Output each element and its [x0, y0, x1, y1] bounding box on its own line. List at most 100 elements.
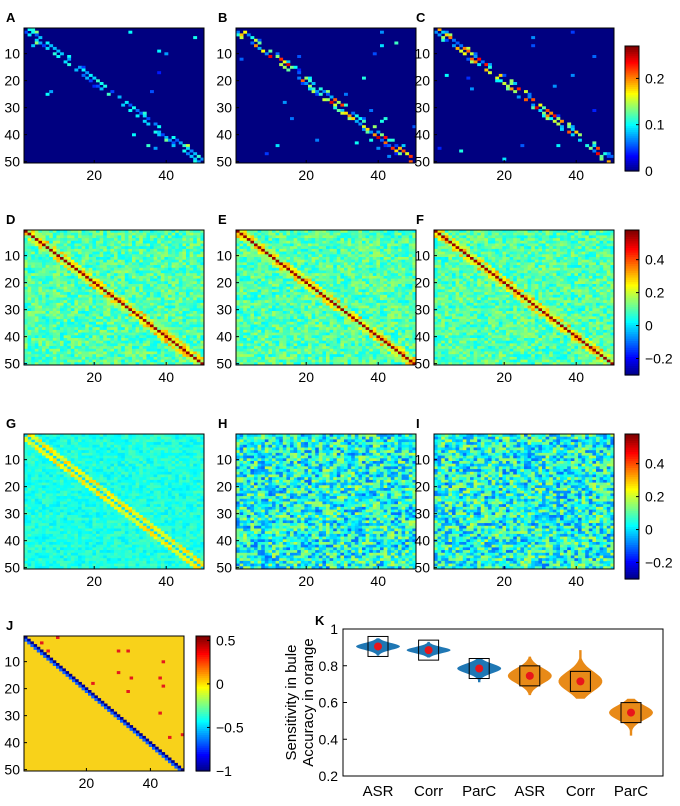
heatmap-cell — [304, 243, 309, 247]
heatmap-cell — [153, 130, 158, 134]
heatmap-cell — [168, 338, 172, 341]
heatmap-cell — [160, 302, 165, 306]
heatmap-cell — [56, 240, 61, 244]
heatmap-cell — [106, 257, 111, 260]
heatmap-cell — [448, 36, 453, 40]
heatmap-cell — [401, 149, 406, 153]
heatmap-cell — [365, 257, 370, 260]
heatmap-cell — [336, 308, 341, 312]
heatmap-cell — [60, 240, 64, 244]
heatmap-cell — [322, 273, 327, 277]
heatmap-cell — [56, 362, 61, 366]
heatmap-cell — [531, 44, 536, 48]
heatmap-cell — [272, 248, 276, 252]
heatmap-cell — [200, 362, 205, 366]
heatmap-cell — [31, 248, 36, 252]
heatmap-cell — [318, 230, 323, 233]
heatmap-cell — [516, 87, 521, 91]
heatmap-cell — [106, 313, 111, 317]
heatmap-cell — [189, 338, 194, 341]
colorbar-segment — [625, 167, 639, 170]
heatmap-cell — [398, 273, 402, 277]
heatmap-cell — [239, 324, 244, 328]
heatmap-cell — [146, 348, 151, 352]
heatmap-cell — [142, 275, 147, 279]
heatmap-cell — [264, 305, 269, 309]
heatmap-cell — [268, 273, 273, 277]
heatmap-cell — [139, 265, 144, 269]
heatmap-cell — [193, 329, 198, 333]
heatmap-cell — [336, 235, 341, 239]
heatmap-cell — [175, 324, 180, 328]
heatmap-cell — [110, 332, 115, 336]
heatmap-cell — [347, 332, 352, 336]
heatmap-cell — [74, 289, 79, 293]
heatmap-cell — [293, 278, 298, 282]
heatmap-cell — [49, 302, 54, 306]
heatmap-cell — [114, 311, 118, 314]
heatmap-cell — [182, 144, 187, 148]
heatmap-cell — [286, 251, 291, 255]
heatmap-cell — [290, 281, 294, 285]
heatmap-cell — [308, 284, 312, 287]
heatmap-cell — [81, 332, 86, 336]
heatmap-cell — [376, 281, 381, 285]
heatmap-cell — [38, 335, 43, 339]
heatmap-cell — [106, 254, 111, 258]
heatmap-cell — [300, 335, 305, 339]
heatmap-cell — [272, 300, 276, 304]
heatmap-cell — [193, 311, 198, 314]
heatmap-cell — [88, 321, 93, 325]
heatmap-cell — [329, 294, 334, 298]
heatmap-cell — [322, 286, 327, 290]
heatmap-cell — [268, 286, 273, 290]
heatmap-cell — [60, 329, 64, 333]
heatmap-cell — [45, 235, 50, 239]
heatmap-cell — [412, 305, 417, 309]
heatmap-cell — [128, 232, 133, 236]
heatmap-cell — [315, 311, 320, 314]
heatmap-cell — [193, 351, 198, 355]
heatmap-cell — [311, 297, 316, 301]
heatmap-cell — [401, 313, 406, 317]
heatmap-cell — [488, 65, 492, 69]
heatmap-cell — [282, 257, 287, 260]
heatmap-cell — [153, 294, 158, 298]
heatmap-cell — [135, 238, 140, 242]
heatmap-cell — [114, 346, 118, 350]
heatmap-cell — [157, 232, 162, 236]
heatmap-cell — [88, 79, 93, 83]
heatmap-cell — [275, 319, 280, 323]
heatmap-cell — [236, 302, 240, 306]
colorbar-segment — [625, 139, 639, 143]
heatmap-cell — [42, 362, 46, 366]
heatmap-cell — [27, 316, 32, 320]
heatmap-cell — [135, 262, 140, 266]
heatmap-cell — [186, 275, 190, 279]
heatmap-cell — [92, 281, 97, 285]
heatmap-cell — [128, 354, 133, 358]
heatmap-cell — [157, 297, 162, 301]
heatmap-cell — [96, 248, 100, 252]
heatmap-cell — [110, 300, 115, 304]
heatmap-cell — [329, 329, 334, 333]
heatmap-cell — [405, 232, 410, 236]
heatmap-cell — [70, 248, 75, 252]
heatmap-cell — [243, 232, 248, 236]
heatmap-cell — [175, 329, 180, 333]
heatmap-cell — [300, 313, 305, 317]
heatmap-cell — [193, 359, 198, 363]
heatmap-cell — [106, 275, 111, 279]
heatmap-cell — [182, 254, 187, 258]
heatmap-cell — [96, 300, 100, 304]
heatmap-cell — [74, 248, 79, 252]
heatmap-cell — [333, 267, 338, 271]
heatmap-cell — [85, 313, 90, 317]
heatmap-cell — [56, 289, 61, 293]
heatmap-cell — [171, 232, 176, 236]
heatmap-cell — [264, 335, 269, 339]
heatmap-cell — [42, 324, 46, 328]
heatmap-cell — [186, 321, 190, 325]
heatmap-cell — [408, 297, 413, 301]
heatmap-cell — [311, 230, 316, 233]
